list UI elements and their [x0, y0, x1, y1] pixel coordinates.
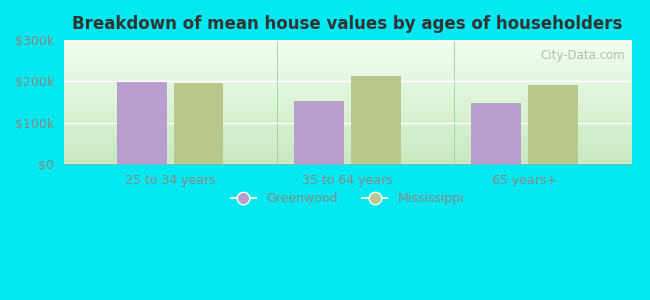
Bar	[294, 101, 344, 164]
Bar	[351, 76, 400, 164]
Text: City-Data.com: City-Data.com	[540, 49, 625, 62]
Legend: Greenwood, Mississippi: Greenwood, Mississippi	[226, 187, 469, 210]
Bar	[471, 103, 521, 164]
Title: Breakdown of mean house values by ages of householders: Breakdown of mean house values by ages o…	[72, 15, 623, 33]
Bar	[528, 85, 578, 164]
Bar	[117, 82, 166, 164]
Bar	[174, 83, 224, 164]
